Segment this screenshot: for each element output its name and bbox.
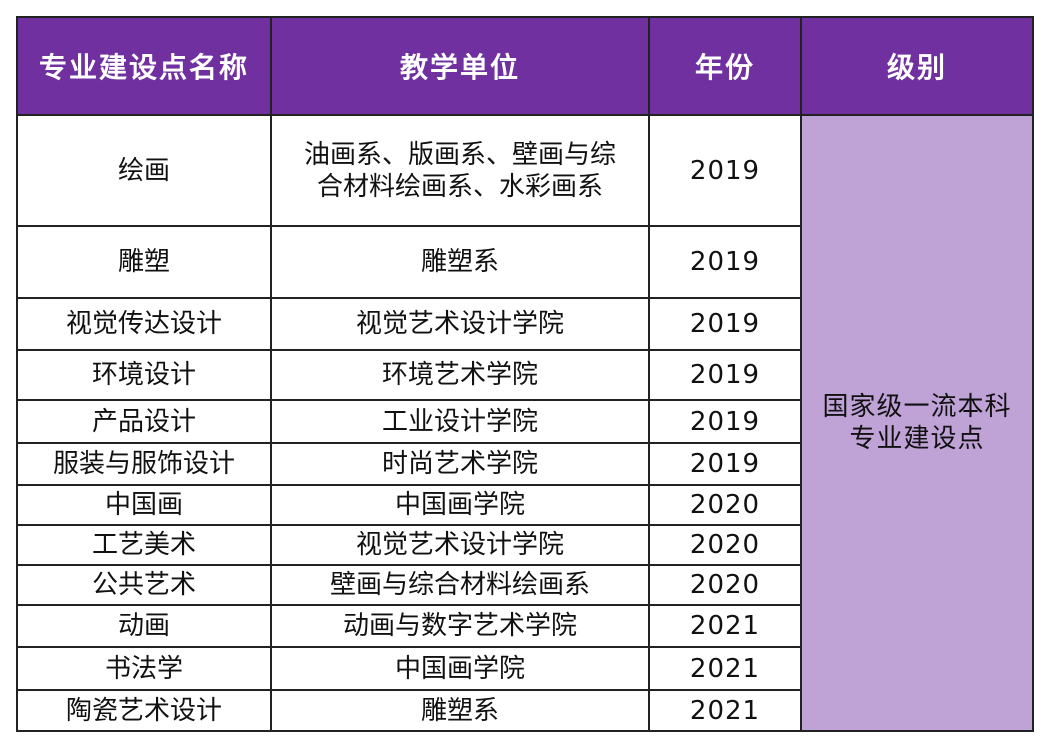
level-cell: 国家级一流本科 专业建设点: [800, 114, 1034, 732]
year: 2019: [648, 399, 802, 444]
major-name: 陶瓷艺术设计: [16, 689, 272, 732]
teaching-unit-line2: 合材料绘画系、水彩画系: [316, 171, 603, 202]
major-name: 视觉传达设计: [16, 297, 272, 351]
major-name: 动画: [16, 604, 272, 648]
teaching-unit: 动画与数字艺术学院: [270, 604, 650, 648]
table-row: 陶瓷艺术设计 雕塑系 2021: [16, 689, 1033, 732]
level-line2: 专业建设点: [849, 424, 985, 454]
teaching-unit: 中国画学院: [270, 484, 650, 526]
year: 2019: [648, 349, 802, 401]
table-row: 产品设计 工业设计学院 2019: [16, 399, 1033, 444]
year: 2019: [648, 114, 802, 227]
year: 2021: [648, 646, 802, 691]
year: 2019: [648, 297, 802, 351]
teaching-unit: 环境艺术学院: [270, 349, 650, 401]
table-row: 服装与服饰设计 时尚艺术学院 2019: [16, 442, 1033, 486]
teaching-unit-line1: 油画系、版画系、壁画与综: [303, 139, 616, 170]
header-row: 专业建设点名称 教学单位 年份 级别: [16, 16, 1034, 116]
year: 2020: [648, 484, 802, 526]
table-row: 书法学 中国画学院 2021: [16, 646, 1033, 691]
major-name: 中国画: [16, 484, 272, 526]
major-name: 环境设计: [16, 349, 272, 401]
teaching-unit: 中国画学院: [270, 646, 650, 691]
header-name: 专业建设点名称: [16, 16, 272, 116]
major-name: 产品设计: [16, 399, 272, 444]
table-row: 工艺美术 视觉艺术设计学院 2020: [16, 524, 1033, 566]
header-level: 级别: [800, 16, 1034, 116]
table-row: 动画 动画与数字艺术学院 2021: [16, 604, 1033, 648]
table-row: 环境设计 环境艺术学院 2019: [16, 349, 1033, 401]
year: 2019: [648, 225, 802, 299]
major-name: 书法学: [16, 646, 272, 691]
teaching-unit: 油画系、版画系、壁画与综 合材料绘画系、水彩画系: [270, 114, 650, 227]
teaching-unit: 雕塑系: [270, 689, 650, 732]
teaching-unit: 视觉艺术设计学院: [270, 297, 650, 351]
header-year: 年份: [648, 16, 802, 116]
teaching-unit: 壁画与综合材料绘画系: [270, 564, 650, 606]
teaching-unit: 时尚艺术学院: [270, 442, 650, 486]
table-row: 视觉传达设计 视觉艺术设计学院 2019: [16, 297, 1033, 351]
level-line1: 国家级一流本科: [822, 392, 1012, 422]
year: 2020: [648, 524, 802, 566]
header-unit: 教学单位: [270, 16, 650, 116]
table-row: 中国画 中国画学院 2020: [16, 484, 1033, 526]
major-name: 绘画: [16, 114, 272, 227]
year: 2021: [648, 604, 802, 648]
table-row: 绘画 油画系、版画系、壁画与综 合材料绘画系、水彩画系 2019 国家级一流本科…: [16, 114, 1034, 732]
major-name: 工艺美术: [16, 524, 272, 566]
teaching-unit: 雕塑系: [270, 225, 650, 299]
year: 2019: [648, 442, 802, 486]
table-row: 雕塑 雕塑系 2019: [16, 225, 1033, 299]
table-row: 公共艺术 壁画与综合材料绘画系 2020: [16, 564, 1033, 606]
major-name: 雕塑: [16, 225, 272, 299]
teaching-unit: 工业设计学院: [270, 399, 650, 444]
major-name: 服装与服饰设计: [16, 442, 272, 486]
year: 2021: [648, 689, 802, 732]
teaching-unit: 视觉艺术设计学院: [270, 524, 650, 566]
year: 2020: [648, 564, 802, 606]
majors-table: 专业建设点名称 教学单位 年份 级别 绘画 油画系、版画系、壁画与综 合材料绘画…: [16, 16, 1034, 732]
major-name: 公共艺术: [16, 564, 272, 606]
